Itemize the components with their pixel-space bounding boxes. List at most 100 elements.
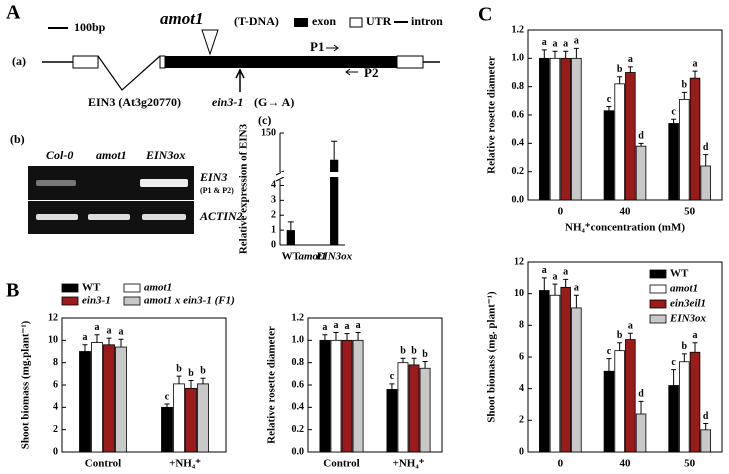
x-tick-label: 0 <box>558 206 564 218</box>
error-bar <box>552 283 558 296</box>
error-bar <box>638 142 644 147</box>
error-bar <box>331 140 338 160</box>
tdna-marker <box>201 29 219 56</box>
y-tick-label: 1.2 <box>512 24 525 35</box>
y-tick-label: 10 <box>48 335 58 346</box>
mutation-change: (G→ A) <box>254 95 294 109</box>
legend-label: amot1 <box>144 282 172 294</box>
error-bar <box>681 353 687 362</box>
error-bar <box>287 221 294 231</box>
band <box>36 214 78 220</box>
bar <box>341 339 353 453</box>
utr <box>72 55 99 69</box>
y-tick-label: 1.0 <box>292 335 305 346</box>
error-bar <box>627 66 633 73</box>
error-bar <box>176 375 182 384</box>
bar <box>560 57 571 201</box>
y-tick-label: 0.4 <box>512 138 525 149</box>
significance-letter: a <box>574 283 579 294</box>
error-bar <box>164 403 170 408</box>
error-bar <box>703 423 709 430</box>
significance-letter: b <box>617 64 623 75</box>
bar <box>539 57 550 201</box>
legend-label: ein3-1 <box>82 295 111 307</box>
gel: (b) Col-0 amot1 EIN3ox EIN3 (P1 & P2) AC… <box>10 132 243 234</box>
y-tick-label: 8 <box>519 320 524 331</box>
legend-label: EIN3ox <box>669 313 707 325</box>
bar <box>79 351 91 453</box>
sub-label: (b) <box>10 132 25 146</box>
bar <box>197 383 209 453</box>
y-axis-label: Relative rosette diameter <box>266 326 278 444</box>
y-tick-label: 2 <box>271 210 276 221</box>
mutation-arrow <box>235 68 245 92</box>
bar <box>668 385 679 453</box>
legend-label: exon <box>312 14 336 28</box>
axis-break-gap <box>281 172 346 177</box>
y-tick-label: 1.0 <box>512 53 525 64</box>
significance-letter: a <box>628 54 633 65</box>
bar <box>635 145 647 201</box>
bar <box>625 339 636 453</box>
error-bar <box>188 380 194 389</box>
error-bar <box>355 332 361 341</box>
y-tick-label: 6 <box>519 351 524 362</box>
bar <box>115 346 127 453</box>
panel-letter: C <box>478 4 492 26</box>
x-tick-label: WT <box>282 251 301 263</box>
y-axis-label: Shoot biomass (mg. plant⁻¹) <box>486 291 498 423</box>
error-bar <box>671 118 677 124</box>
utr <box>159 55 166 69</box>
y-tick-label: 0.2 <box>512 166 525 177</box>
significance-letter: b <box>200 366 206 377</box>
significance-letter: a <box>693 330 698 341</box>
bar <box>419 367 431 453</box>
bar <box>91 342 103 453</box>
bar <box>689 351 701 453</box>
bar <box>386 389 398 453</box>
panel-letter: B <box>6 280 19 302</box>
bar <box>549 294 561 453</box>
bar <box>668 123 679 201</box>
significance-letter: b <box>400 345 406 356</box>
gene-name: EIN3 (At3g20770) <box>88 95 181 109</box>
x-tick-label: 50 <box>684 206 696 218</box>
lane-label: EIN3ox <box>145 148 185 162</box>
significance-letter: a <box>574 36 579 47</box>
bar <box>689 77 701 201</box>
y-tick-label: 4 <box>519 383 524 394</box>
error-bar <box>389 383 395 390</box>
bar <box>549 57 561 201</box>
error-bar <box>411 357 417 365</box>
bar <box>103 344 115 453</box>
error-bar <box>541 49 547 59</box>
legend-label: WT <box>82 282 101 294</box>
bar <box>700 429 711 453</box>
bar <box>571 57 582 201</box>
significance-letter: a <box>552 39 557 50</box>
exon <box>165 56 375 68</box>
error-bar <box>606 106 612 111</box>
error-bar <box>617 342 623 351</box>
significance-letter: b <box>188 368 194 379</box>
legend-swatch <box>649 284 667 294</box>
y-tick-label: 6 <box>53 379 58 390</box>
y-tick-label: 0.2 <box>292 424 305 435</box>
legend-label: amot1 x ein3-1 (F1) <box>144 295 235 307</box>
y-tick-label: 0 <box>271 239 276 250</box>
band <box>142 214 186 220</box>
significance-letter: b <box>617 330 623 341</box>
lane-label: Col-0 <box>46 148 73 162</box>
significance-letter: a <box>356 320 361 331</box>
error-bar <box>573 47 579 59</box>
insertion-type: (T-DNA) <box>234 14 279 28</box>
bar <box>408 364 420 453</box>
significance-letter: c <box>607 346 612 357</box>
bar <box>397 362 409 453</box>
legend-label: UTR <box>366 14 392 28</box>
error-bar <box>94 334 100 343</box>
error-bar <box>322 334 328 341</box>
lane-label: amot1 <box>96 148 127 162</box>
significance-letter: d <box>703 142 709 153</box>
significance-letter: c <box>671 107 676 118</box>
